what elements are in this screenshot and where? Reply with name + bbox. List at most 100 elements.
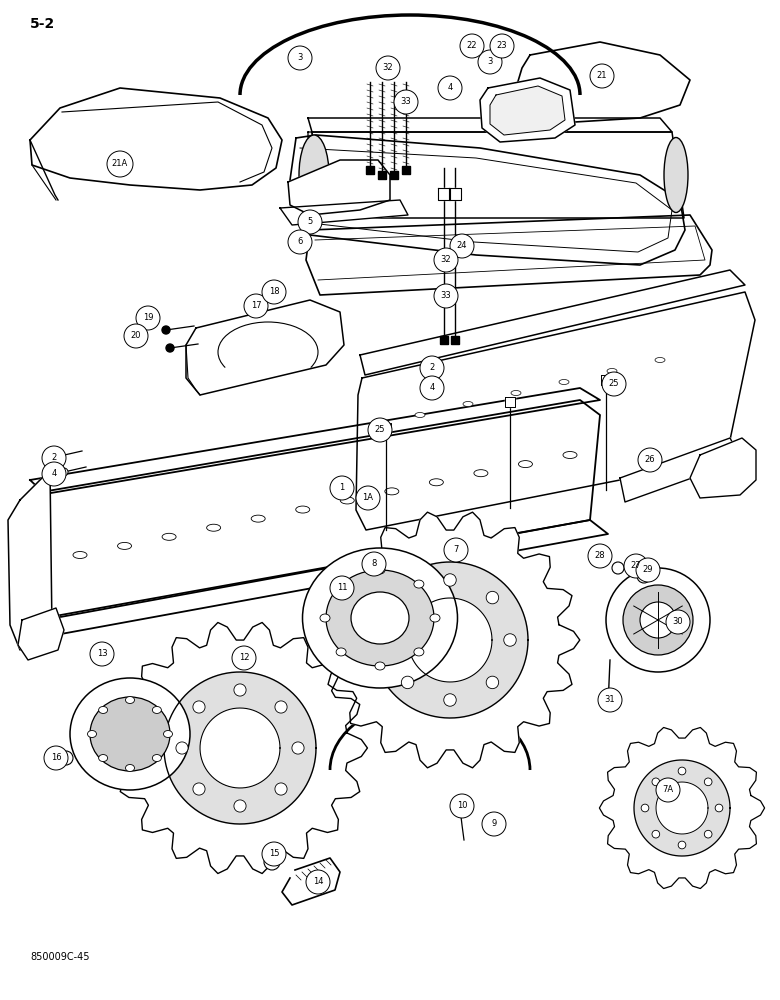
Text: 4: 4 (51, 470, 57, 479)
Text: 5-2: 5-2 (30, 17, 55, 31)
Circle shape (486, 676, 498, 689)
Polygon shape (516, 42, 690, 122)
Polygon shape (366, 166, 374, 174)
Polygon shape (490, 86, 565, 135)
Circle shape (42, 446, 66, 470)
Text: 13: 13 (97, 650, 108, 658)
Text: 25: 25 (608, 379, 619, 388)
Ellipse shape (162, 533, 176, 540)
Ellipse shape (607, 368, 617, 373)
Ellipse shape (251, 515, 265, 522)
Text: 7A: 7A (662, 786, 674, 794)
Circle shape (652, 778, 660, 786)
Text: 15: 15 (269, 850, 279, 858)
Circle shape (402, 591, 414, 604)
Circle shape (60, 468, 68, 476)
Text: 16: 16 (51, 754, 62, 762)
Text: 17: 17 (250, 302, 261, 310)
Ellipse shape (73, 552, 87, 558)
Circle shape (638, 448, 662, 472)
Circle shape (264, 854, 280, 870)
Ellipse shape (415, 412, 425, 418)
Ellipse shape (375, 566, 385, 574)
Circle shape (292, 742, 304, 754)
Text: 20: 20 (131, 332, 141, 340)
Circle shape (244, 294, 268, 318)
Polygon shape (28, 400, 600, 620)
Circle shape (444, 694, 456, 706)
Circle shape (490, 34, 514, 58)
Circle shape (288, 46, 312, 70)
Polygon shape (164, 672, 316, 824)
Circle shape (42, 462, 66, 486)
Text: 3: 3 (297, 53, 303, 62)
Ellipse shape (414, 580, 424, 588)
Text: 32: 32 (441, 255, 452, 264)
Text: 25: 25 (374, 426, 385, 434)
Circle shape (362, 552, 386, 576)
Circle shape (624, 554, 648, 578)
Text: 3: 3 (488, 57, 493, 66)
Circle shape (234, 684, 246, 696)
Circle shape (602, 372, 626, 396)
Circle shape (402, 676, 414, 689)
Ellipse shape (126, 764, 134, 772)
Polygon shape (321, 512, 580, 768)
Circle shape (162, 326, 170, 334)
Polygon shape (360, 270, 745, 375)
Text: 21A: 21A (112, 159, 128, 168)
Ellipse shape (519, 461, 533, 468)
Ellipse shape (336, 648, 346, 656)
Polygon shape (440, 336, 448, 344)
Ellipse shape (375, 662, 385, 670)
Circle shape (598, 688, 622, 712)
Circle shape (234, 800, 246, 812)
Circle shape (420, 356, 444, 380)
Circle shape (275, 701, 287, 713)
Circle shape (56, 452, 64, 460)
Circle shape (678, 767, 686, 775)
Ellipse shape (296, 506, 310, 513)
Polygon shape (112, 622, 367, 874)
Text: 8: 8 (371, 560, 377, 568)
Ellipse shape (430, 614, 440, 622)
Ellipse shape (340, 497, 354, 504)
Text: 850009C-45: 850009C-45 (30, 952, 90, 962)
Ellipse shape (164, 730, 172, 738)
Polygon shape (44, 520, 608, 636)
Polygon shape (186, 300, 344, 395)
Polygon shape (356, 292, 755, 530)
Circle shape (420, 376, 444, 400)
Circle shape (193, 783, 205, 795)
Circle shape (504, 634, 516, 646)
Text: 33: 33 (401, 98, 411, 106)
Polygon shape (451, 336, 459, 344)
Text: 21: 21 (597, 72, 608, 81)
Polygon shape (408, 598, 492, 682)
Circle shape (450, 234, 474, 258)
Polygon shape (306, 215, 712, 295)
Circle shape (232, 646, 256, 670)
Circle shape (107, 151, 133, 177)
Circle shape (704, 778, 712, 786)
Polygon shape (308, 118, 672, 132)
Polygon shape (480, 78, 575, 142)
Text: 1: 1 (339, 484, 345, 492)
Circle shape (298, 210, 322, 234)
Circle shape (368, 418, 392, 442)
Text: 33: 33 (441, 292, 452, 300)
Ellipse shape (336, 580, 346, 588)
Circle shape (636, 558, 660, 582)
Text: 24: 24 (457, 241, 467, 250)
Ellipse shape (98, 706, 108, 713)
Text: 4: 4 (429, 383, 434, 392)
Circle shape (384, 634, 396, 646)
Polygon shape (280, 200, 408, 225)
Circle shape (136, 306, 160, 330)
Circle shape (434, 284, 458, 308)
Text: 22: 22 (466, 41, 477, 50)
Circle shape (275, 783, 287, 795)
Ellipse shape (70, 678, 190, 790)
Circle shape (262, 842, 286, 866)
Circle shape (90, 642, 114, 666)
